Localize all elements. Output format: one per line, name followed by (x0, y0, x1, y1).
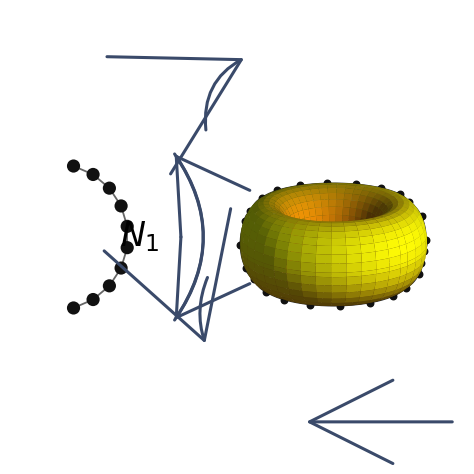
Point (123, 244, 131, 251)
FancyArrowPatch shape (107, 57, 241, 174)
FancyArrowPatch shape (174, 154, 250, 318)
Point (106, 282, 113, 290)
Point (89, 171, 97, 178)
Point (117, 202, 125, 210)
Point (123, 223, 131, 230)
Point (106, 184, 113, 192)
Text: $N_1$: $N_1$ (120, 219, 160, 255)
FancyArrowPatch shape (104, 209, 231, 340)
FancyArrowPatch shape (174, 156, 250, 320)
FancyArrowPatch shape (310, 380, 452, 464)
Point (70, 304, 77, 312)
Point (70, 162, 77, 170)
Point (117, 264, 125, 272)
Point (89, 296, 97, 303)
